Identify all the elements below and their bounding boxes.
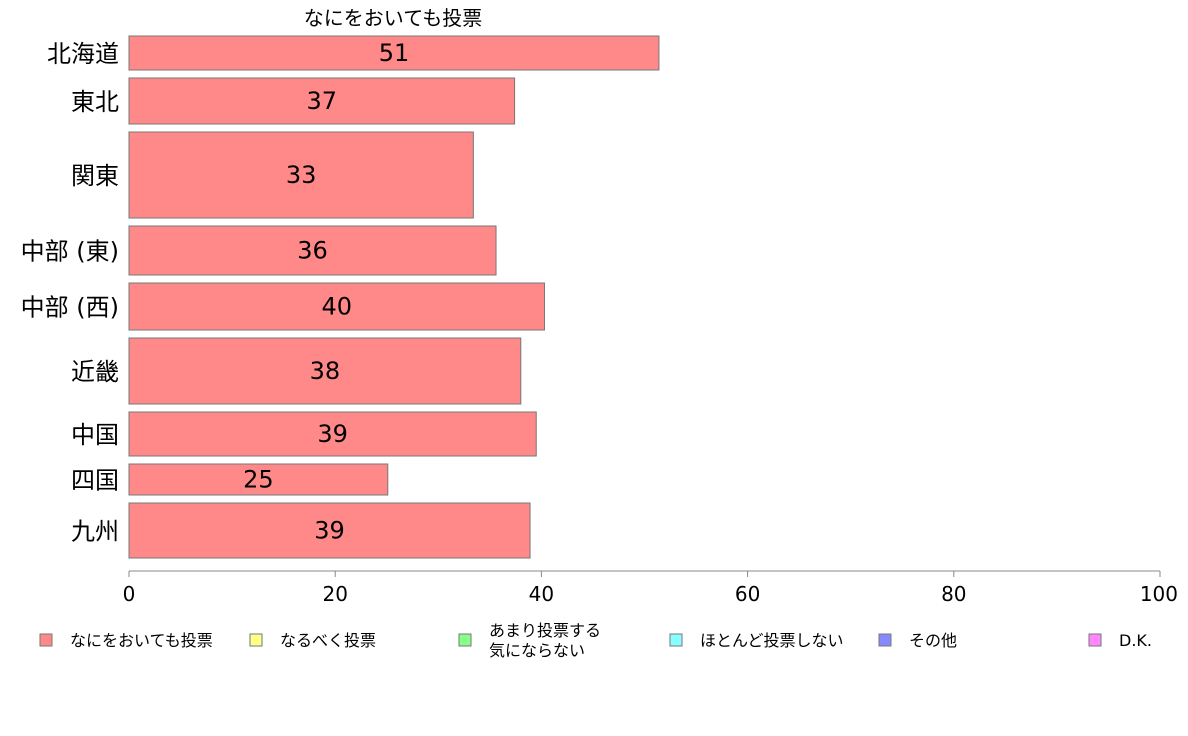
bar-value-label: 38	[310, 357, 341, 385]
x-axis: 0 20 40 60 80 100	[123, 570, 1178, 606]
x-tick-label: 20	[322, 582, 347, 606]
legend-label: あまり投票する	[489, 621, 601, 640]
category-label: 東北	[71, 88, 119, 116]
category-label: 北海道	[47, 40, 119, 68]
bar-value-label: 33	[286, 161, 317, 189]
bar-value-label: 39	[314, 517, 345, 545]
category-label: 近畿	[71, 358, 119, 386]
x-tick-label: 60	[735, 582, 760, 606]
bar-1	[128, 77, 516, 125]
bar-value-label: 39	[317, 420, 348, 448]
category-label: 中部 (西)	[21, 294, 119, 322]
legend-label: なるべく投票	[280, 631, 376, 650]
legend-swatch	[458, 633, 472, 647]
bar-8	[128, 502, 531, 559]
chart-title: なにをおいても投票	[304, 6, 482, 30]
category-label: 四国	[71, 467, 119, 495]
bar-value-label: 36	[297, 237, 328, 265]
bar-3	[128, 225, 497, 276]
legend-swatch	[249, 633, 263, 647]
x-tick-label: 0	[123, 582, 136, 606]
legend-label: ほとんど投票しない	[700, 631, 844, 650]
bar-5	[128, 337, 522, 405]
bar-7	[128, 463, 389, 496]
legend-swatch	[39, 633, 53, 647]
x-tick-label: 100	[1140, 582, 1178, 606]
bar-value-label: 37	[307, 87, 338, 115]
legend-swatch	[1088, 633, 1102, 647]
bar-value-label: 25	[243, 466, 274, 494]
category-label: 中部 (東)	[21, 238, 119, 266]
category-label: 九州	[71, 518, 119, 546]
legend-label: その他	[909, 631, 957, 650]
bars-group: 51 37 33 36 40 38 39 25 39	[128, 35, 660, 559]
bar-value-label: 40	[321, 293, 352, 321]
legend-swatch	[669, 633, 683, 647]
x-tick-label: 40	[529, 582, 554, 606]
legend-label: 気にならない	[489, 641, 585, 660]
legend-label: D.K.	[1119, 631, 1152, 650]
legend-label: なにをおいても投票	[70, 631, 213, 650]
category-label: 中国	[71, 421, 119, 449]
legend-swatch	[878, 633, 892, 647]
bar-6	[128, 411, 537, 457]
bar-2	[128, 131, 474, 219]
category-label: 関東	[71, 162, 119, 190]
x-tick-label: 80	[941, 582, 966, 606]
bar-4	[128, 282, 545, 331]
bar-value-label: 51	[379, 39, 410, 67]
bar-0	[128, 35, 660, 71]
